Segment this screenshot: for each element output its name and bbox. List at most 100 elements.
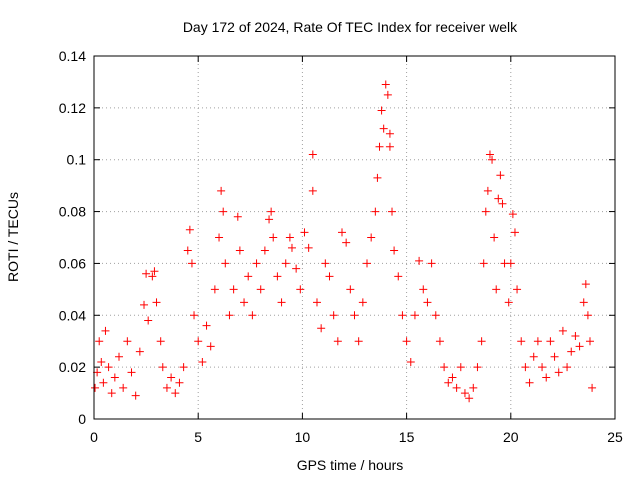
data-point: [225, 311, 234, 320]
data-point: [308, 150, 317, 159]
data-point: [300, 228, 309, 237]
x-tick-label: 10: [295, 429, 311, 445]
data-point: [388, 207, 397, 216]
data-point: [398, 311, 407, 320]
y-tick-label: 0.06: [59, 255, 86, 271]
data-point: [498, 199, 507, 208]
y-tick-label: 0.12: [59, 100, 86, 116]
data-point: [183, 246, 192, 255]
data-point: [217, 186, 226, 195]
data-point: [221, 259, 230, 268]
data-point: [265, 215, 274, 224]
data-point: [235, 246, 244, 255]
data-point: [448, 373, 457, 382]
data-point: [277, 298, 286, 307]
data-point: [95, 337, 104, 346]
data-point: [99, 378, 108, 387]
data-point: [427, 259, 436, 268]
data-point: [440, 363, 449, 372]
data-point: [563, 363, 572, 372]
data-point: [269, 233, 278, 242]
data-point: [312, 298, 321, 307]
chart-title: Day 172 of 2024, Rate Of TEC Index for r…: [183, 19, 518, 35]
data-point: [575, 342, 584, 351]
data-point: [150, 267, 159, 276]
data-point: [142, 269, 151, 278]
data-point: [308, 186, 317, 195]
data-point: [402, 337, 411, 346]
x-tick-label: 25: [607, 429, 623, 445]
data-point: [337, 228, 346, 237]
data-point: [492, 285, 501, 294]
data-point: [390, 246, 399, 255]
data-point: [187, 259, 196, 268]
data-point: [185, 225, 194, 234]
data-point: [358, 298, 367, 307]
tick-layer: 0 5 10 15 20 25 0 0.02 0.04 0.06 0.08 0.1 0.12 0.14: [59, 48, 623, 445]
data-point: [91, 383, 100, 392]
data-point: [406, 357, 415, 366]
data-point: [321, 259, 330, 268]
data-point: [296, 285, 305, 294]
data-point: [483, 186, 492, 195]
y-axis-label: ROTI / TECUs: [5, 192, 21, 282]
data-point: [210, 285, 219, 294]
data-point: [329, 311, 338, 320]
data-point: [119, 383, 128, 392]
data-point: [423, 298, 432, 307]
data-point: [273, 272, 282, 281]
data-point: [554, 368, 563, 377]
data-point: [496, 171, 505, 180]
x-tick-label: 0: [90, 429, 98, 445]
data-point: [156, 337, 165, 346]
data-point: [285, 233, 294, 242]
data-point: [479, 259, 488, 268]
data-point: [104, 363, 113, 372]
data-point: [304, 243, 313, 252]
data-point: [571, 332, 580, 341]
data-point: [179, 363, 188, 372]
data-point: [110, 373, 119, 382]
data-point: [581, 280, 590, 289]
data-point: [529, 352, 538, 361]
data-point: [583, 311, 592, 320]
data-point: [127, 368, 136, 377]
data-point: [202, 321, 211, 330]
data-point: [410, 311, 419, 320]
data-point: [171, 389, 180, 398]
data-point: [385, 142, 394, 151]
data-point: [377, 106, 386, 115]
data-points-layer: [91, 80, 597, 403]
data-point: [490, 233, 499, 242]
data-point: [381, 80, 390, 89]
data-point: [546, 337, 555, 346]
data-point: [325, 272, 334, 281]
data-point: [215, 233, 224, 242]
data-point: [346, 285, 355, 294]
data-point: [281, 259, 290, 268]
data-point: [550, 352, 559, 361]
data-point: [292, 264, 301, 273]
x-tick-label: 5: [194, 429, 202, 445]
y-tick-label: 0: [78, 411, 86, 427]
data-point: [444, 378, 453, 387]
data-point: [477, 337, 486, 346]
data-point: [140, 300, 149, 309]
data-point: [248, 311, 257, 320]
data-point: [123, 337, 132, 346]
plot-frame: [93, 55, 616, 420]
data-point: [267, 207, 276, 216]
data-point: [419, 285, 428, 294]
data-point: [431, 311, 440, 320]
data-point: [175, 378, 184, 387]
x-tick-label: 15: [399, 429, 415, 445]
y-tick-label: 0.04: [59, 307, 86, 323]
data-point: [460, 389, 469, 398]
data-point: [152, 298, 161, 307]
data-point: [473, 363, 482, 372]
data-point: [135, 347, 144, 356]
data-point: [240, 298, 249, 307]
data-point: [367, 233, 376, 242]
data-point: [481, 207, 490, 216]
